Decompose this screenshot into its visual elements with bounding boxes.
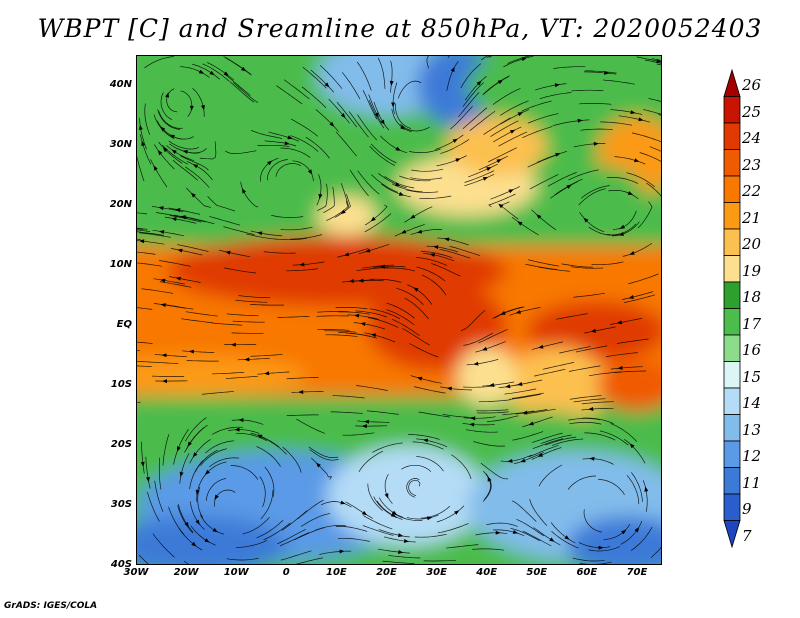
colorbar-tick-label: 26 [742,76,762,95]
colorbar-box [723,334,741,362]
colorbar-tick-label: 14 [742,394,762,413]
lat-tick-label: 30S [110,499,132,510]
lat-tick-label: 30N [109,139,132,150]
colorbar-tick-label: 13 [742,420,762,439]
lon-tick-label: 50E [526,567,548,578]
chart-title: WBPT [C] and Sreamline at 850hPa, VT: 20… [37,14,763,43]
lon-tick-label: 70E [626,567,648,578]
colorbar-tick-label: 23 [742,155,762,174]
colorbar-box [723,467,741,495]
lat-tick-label: EQ [116,319,132,330]
lon-tick-label: 20E [376,567,397,578]
lon-tick-label: 0 [282,567,290,578]
colorbar-box [723,175,741,203]
lat-tick-label: 40N [109,79,132,90]
lon-tick-label: 10E [326,567,347,578]
colorbar-box [723,493,741,521]
colorbar-box [723,414,741,442]
colorbar-tick-label: 19 [742,261,762,280]
colorbar-tick-label: 24 [742,129,762,148]
lat-tick-label: 40S [110,559,132,570]
colorbar-box [723,308,741,336]
lon-tick-label: 30W [123,567,149,578]
colorbar-tick-label: 9 [742,500,752,519]
colorbar-tick-label: 7 [742,526,752,545]
colorbar-tick-label: 11 [742,473,762,492]
lon-tick-label: 40E [476,567,498,578]
colorbar-box [723,96,741,124]
lon-tick-label: 10W [223,567,249,578]
colorbar-tick-label: 21 [742,208,762,227]
colorbar-tick-label: 25 [742,102,762,121]
lat-tick-label: 10N [109,259,132,270]
colorbar-box [723,387,741,415]
colorbar-box [723,228,741,256]
colorbar-box [723,361,741,389]
lat-tick-label: 10S [110,379,132,390]
streamline-arrowheads [138,57,661,554]
streamlines [137,56,661,564]
colorbar-tick-label: 12 [742,447,762,466]
streamline-paths [137,56,661,564]
map-panel [136,55,662,565]
colorbar-tick-label: 15 [742,367,762,386]
colorbar [723,68,741,549]
colorbar-box [723,122,741,150]
lon-tick-label: 60E [576,567,598,578]
colorbar-tick-label: 18 [742,288,762,307]
colorbar-box [723,440,741,468]
colorbar-box [723,255,741,283]
lat-tick-label: 20N [109,199,132,210]
colorbar-tick-label: 16 [742,341,762,360]
lat-tick-label: 20S [110,439,132,450]
wbpt-shading [137,56,661,564]
credit-text: GrADS: IGES/COLA [4,601,98,611]
colorbar-box [723,202,741,230]
lon-tick-label: 30E [426,567,447,578]
colorbar-bottom-triangle [723,520,741,549]
colorbar-box [723,149,741,177]
lon-tick-label: 20W [173,567,199,578]
wbpt-streamline-map [137,56,661,564]
colorbar-tick-label: 20 [742,235,762,254]
colorbar-tick-label: 17 [742,314,762,333]
colorbar-top-triangle [723,68,741,97]
colorbar-tick-label: 22 [742,182,762,201]
colorbar-box [723,281,741,309]
